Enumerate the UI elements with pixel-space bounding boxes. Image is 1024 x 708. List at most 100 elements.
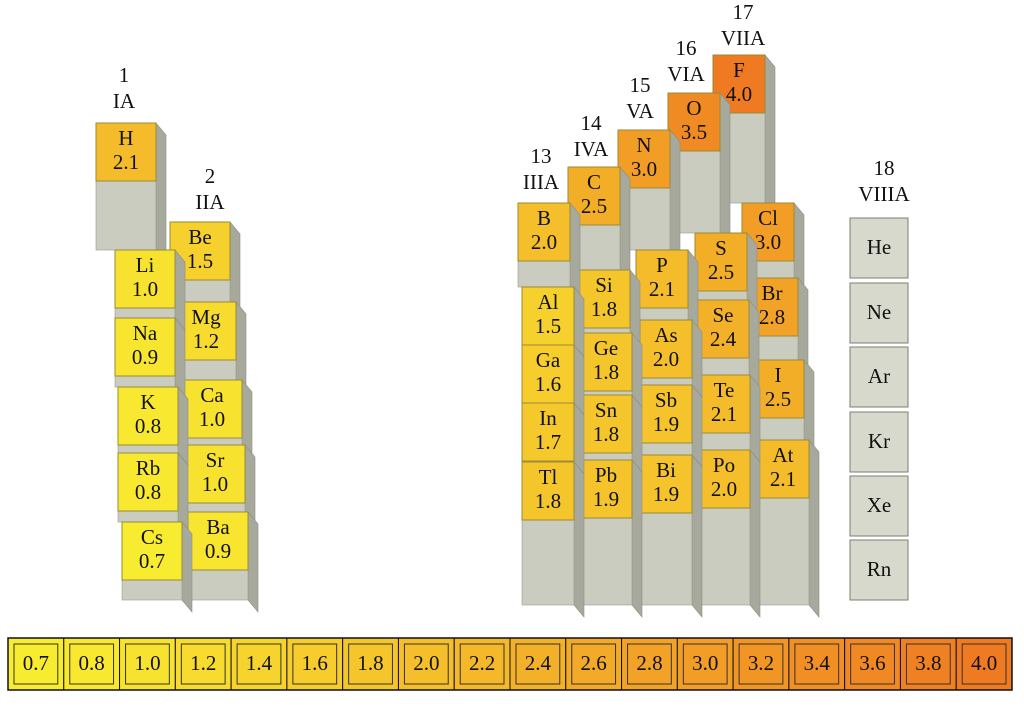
element-value: 1.0 [202, 472, 228, 496]
element-tile [849, 411, 909, 473]
element-value: 0.9 [205, 539, 231, 563]
column-front [639, 512, 693, 606]
group-label: IIIA [523, 170, 560, 194]
group-number: 18 [874, 156, 895, 180]
column-front [181, 437, 243, 446]
element-symbol: I [775, 363, 782, 387]
element-symbol: Tl [539, 465, 558, 489]
element-symbol: Rn [867, 557, 892, 581]
scale-cell-inner [905, 643, 951, 685]
column-front [579, 517, 633, 606]
element-tile [181, 379, 243, 439]
scale-cell [342, 637, 399, 691]
column-side [181, 521, 193, 613]
element-value: 2.4 [710, 327, 737, 351]
element-symbol: Sn [595, 398, 618, 422]
element-tile [521, 461, 575, 521]
element-symbol: Ca [200, 383, 224, 407]
element-tile [114, 317, 176, 377]
element-tile [114, 249, 176, 309]
scale-label: 3.2 [748, 651, 774, 675]
element-tile [579, 394, 633, 454]
element-value: 0.8 [135, 480, 161, 504]
element-symbol: Ba [206, 515, 230, 539]
element-value: 3.0 [631, 157, 657, 181]
element-symbol: Mg [191, 305, 221, 329]
element-symbol: Sb [655, 388, 677, 412]
element-value: 1.9 [653, 482, 679, 506]
element-symbol: Br [762, 281, 783, 305]
element-symbol: Ge [594, 336, 619, 360]
scale-label: 3.4 [804, 651, 831, 675]
element-symbol: As [654, 323, 677, 347]
element-tile [121, 521, 183, 581]
element-tile [696, 299, 750, 359]
element-symbol: Na [133, 321, 158, 345]
element-tile [697, 374, 751, 434]
element-tile [849, 282, 909, 344]
column-side [669, 129, 681, 263]
element-value: 1.0 [132, 277, 158, 301]
column-front [579, 452, 633, 461]
element-value: 2.1 [770, 467, 796, 491]
column-front [187, 569, 249, 601]
element-tile [517, 202, 571, 262]
element-value: 1.2 [193, 329, 219, 353]
column-side [619, 166, 631, 283]
element-value: 0.8 [135, 414, 161, 438]
scale-cell [230, 637, 288, 691]
scale-cell-inner [961, 643, 1007, 685]
element-value: 2.8 [759, 305, 785, 329]
scale-label: 1.6 [302, 651, 328, 675]
scale-label: 2.2 [469, 651, 495, 675]
column-front [696, 357, 750, 376]
element-value: 2.1 [113, 150, 139, 174]
column-front [639, 377, 693, 386]
scale-label: 1.2 [190, 651, 216, 675]
element-symbol: Bi [656, 458, 676, 482]
scale-label: 4.0 [971, 651, 997, 675]
element-symbol: Be [188, 225, 211, 249]
element-tile [756, 439, 810, 499]
scale-cell-inner [180, 643, 226, 685]
element-symbol: B [537, 206, 551, 230]
group-number: 16 [676, 36, 697, 60]
element-symbol: K [140, 390, 155, 414]
element-tile [849, 346, 909, 408]
group-label: IVA [574, 137, 609, 161]
element-value: 3.0 [755, 230, 781, 254]
element-value: 2.5 [708, 260, 734, 284]
scale-label: 1.8 [357, 651, 383, 675]
scale-cell-inner [850, 643, 895, 685]
column-side [793, 202, 805, 291]
element-symbol: Cs [141, 525, 163, 549]
column-side [803, 359, 815, 453]
element-symbol: Si [595, 273, 613, 297]
element-symbol: P [656, 253, 668, 277]
group-number: 1 [119, 63, 130, 87]
element-symbol: Te [714, 378, 735, 402]
scale-cell-inner [69, 643, 115, 685]
element-tile [639, 319, 693, 379]
element-tile [175, 301, 237, 361]
element-value: 1.9 [653, 412, 679, 436]
column-side [631, 394, 643, 473]
scale-label: 0.8 [79, 651, 105, 675]
element-value: 1.8 [591, 297, 617, 321]
element-value: 3.5 [681, 120, 707, 144]
column-side [631, 332, 643, 408]
group-label: VIA [667, 62, 705, 86]
group-number: 13 [531, 144, 552, 168]
scale-cell-inner [627, 643, 672, 685]
element-symbol: Xe [867, 493, 892, 517]
element-tile [849, 217, 909, 279]
element-value: 1.9 [593, 487, 619, 511]
column-side [631, 459, 643, 618]
scale-cell-inner [292, 643, 338, 685]
element-tile [184, 444, 246, 504]
element-value: 1.8 [593, 360, 619, 384]
